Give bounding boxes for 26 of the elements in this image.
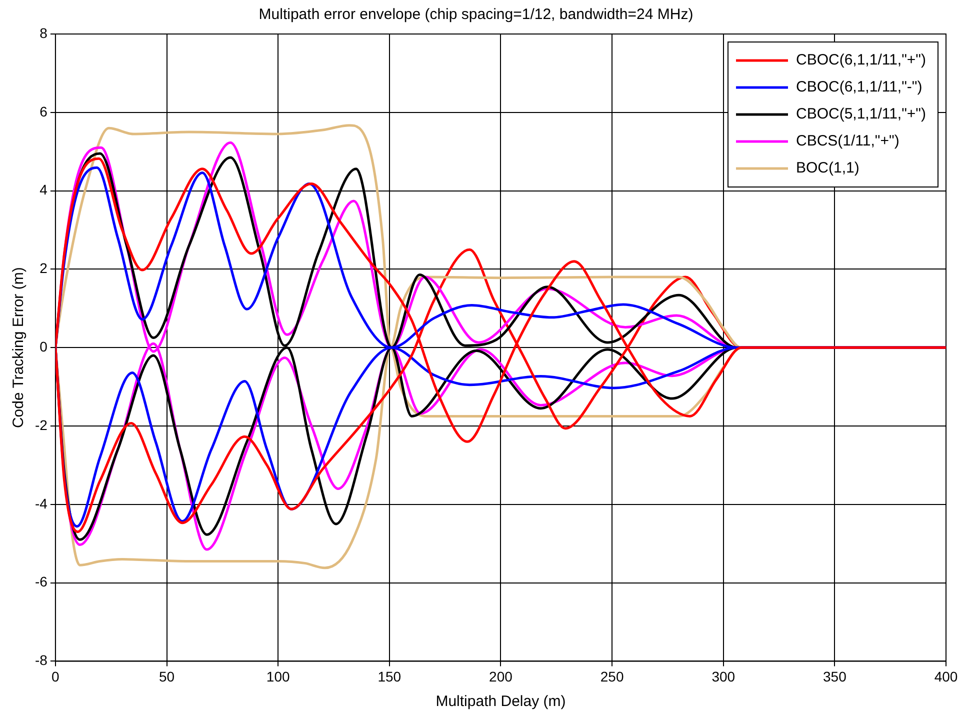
x-tick-label: 50 <box>158 668 175 684</box>
y-tick-label: -2 <box>34 416 48 433</box>
y-tick-label: 4 <box>40 182 48 198</box>
x-tick-label: 100 <box>266 668 290 684</box>
legend-label: CBOC(5,1,1/11,"+") <box>796 106 926 123</box>
y-tick-label: 0 <box>40 338 48 354</box>
x-tick-label: 300 <box>712 668 736 684</box>
x-tick-label: 250 <box>600 668 624 684</box>
y-tick-label: 6 <box>40 103 48 120</box>
y-axis-title: Code Tracking Error (m) <box>10 267 28 428</box>
y-tick-label: 8 <box>40 24 48 41</box>
legend-label: BOC(1,1) <box>796 160 860 177</box>
legend-label: CBOC(6,1,1/11,"+") <box>796 52 926 69</box>
chart-title: Multipath error envelope (chip spacing=1/12, bandwidth=24 MHz) <box>258 6 694 24</box>
y-tick-label: -6 <box>34 574 48 590</box>
x-tick-label: 200 <box>489 668 513 684</box>
y-tick-label: -8 <box>34 652 48 668</box>
x-tick-label: 350 <box>823 668 847 684</box>
x-tick-label: 150 <box>378 668 402 684</box>
y-tick-label: 2 <box>40 260 48 276</box>
x-tick-label: 0 <box>52 668 60 684</box>
x-axis-title: Multipath Delay (m) <box>436 693 566 710</box>
x-tick-label: 400 <box>934 668 958 684</box>
legend-label: CBCS(1/11,"+") <box>796 132 900 150</box>
legend-label: CBOC(6,1,1/11,"-") <box>796 78 922 96</box>
y-tick-label: -4 <box>34 495 48 512</box>
